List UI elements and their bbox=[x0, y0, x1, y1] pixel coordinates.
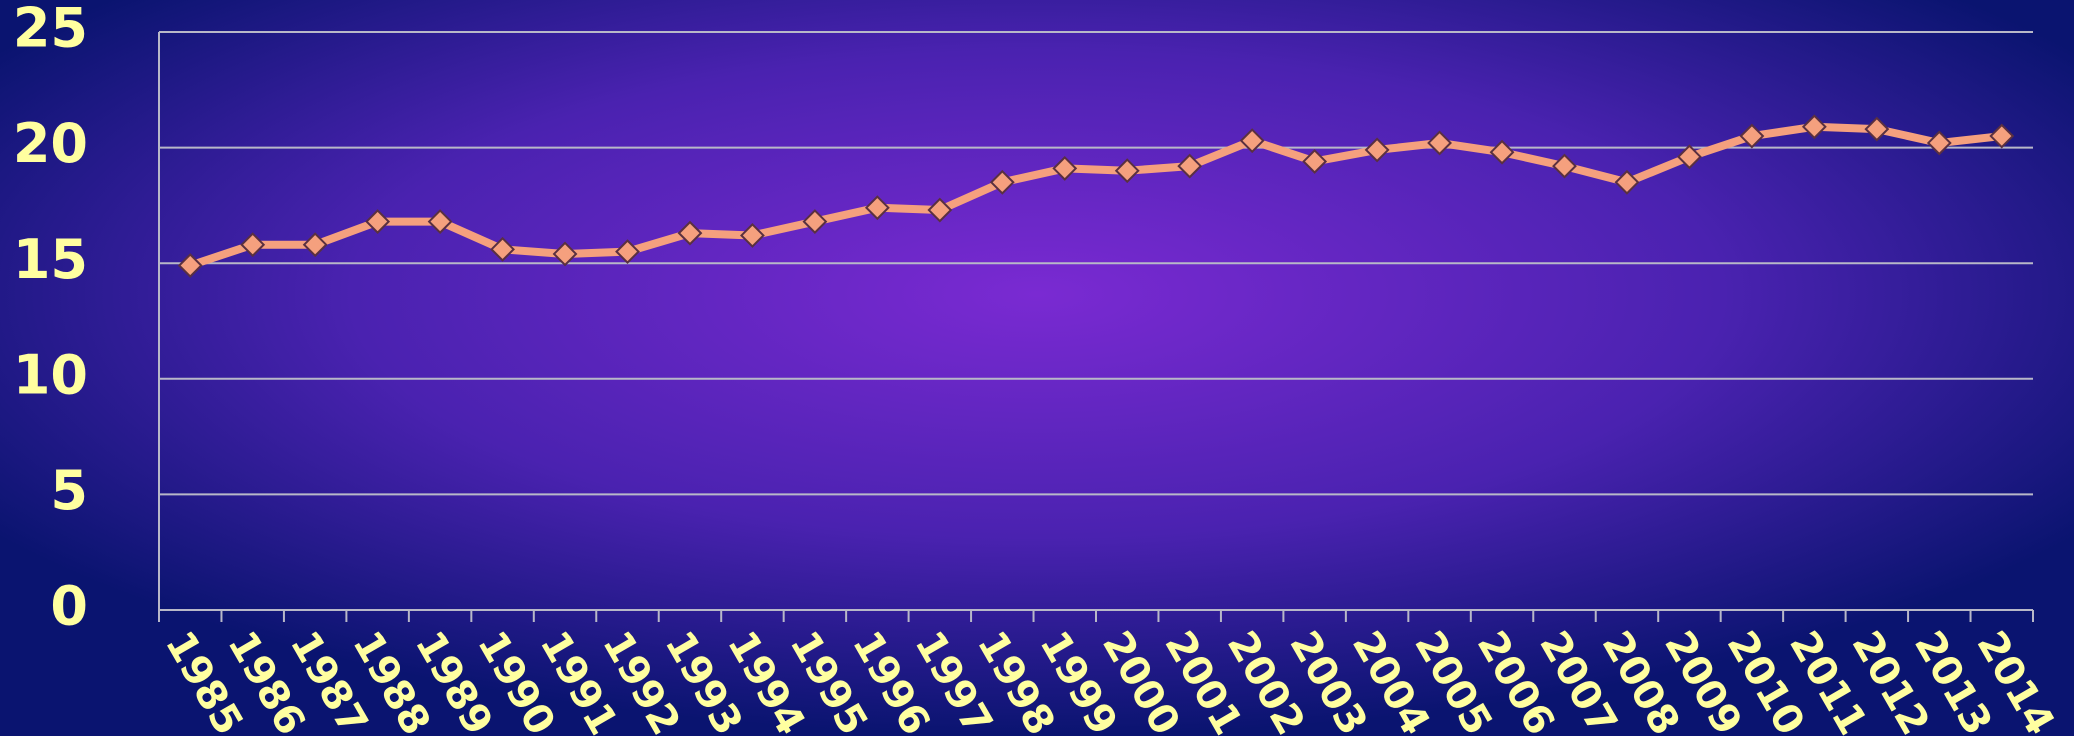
marker bbox=[490, 236, 515, 262]
marker bbox=[1052, 155, 1078, 181]
marker bbox=[365, 209, 391, 234]
marker bbox=[740, 223, 765, 248]
marker bbox=[240, 232, 266, 258]
marker bbox=[427, 209, 453, 234]
marker bbox=[1489, 139, 1515, 165]
marker bbox=[1864, 116, 1890, 142]
marker bbox=[1739, 123, 1765, 149]
marker bbox=[1552, 153, 1577, 179]
marker bbox=[177, 253, 203, 278]
marker bbox=[1239, 128, 1265, 154]
marker bbox=[677, 220, 703, 246]
y-tick-label: 0 bbox=[50, 575, 88, 638]
marker bbox=[615, 239, 640, 265]
marker bbox=[989, 169, 1015, 195]
marker bbox=[1614, 169, 1640, 195]
marker bbox=[1801, 114, 1827, 140]
marker bbox=[552, 241, 578, 267]
y-tick-label: 15 bbox=[13, 228, 88, 291]
y-tick-label: 20 bbox=[13, 112, 88, 175]
marker bbox=[1926, 130, 1952, 156]
marker bbox=[802, 209, 828, 234]
marker bbox=[1177, 153, 1203, 179]
y-tick-label: 25 bbox=[13, 0, 88, 60]
marker bbox=[1427, 130, 1452, 156]
marker bbox=[864, 195, 890, 221]
marker bbox=[302, 232, 328, 258]
marker bbox=[1364, 137, 1390, 163]
line bbox=[188, 122, 2003, 270]
marker bbox=[1114, 158, 1140, 184]
y-tick-label: 10 bbox=[13, 343, 88, 406]
marker bbox=[1302, 149, 1328, 174]
marker bbox=[1989, 123, 2015, 149]
marker bbox=[1677, 144, 1702, 170]
marker bbox=[927, 197, 953, 223]
y-tick-label: 5 bbox=[50, 459, 88, 522]
